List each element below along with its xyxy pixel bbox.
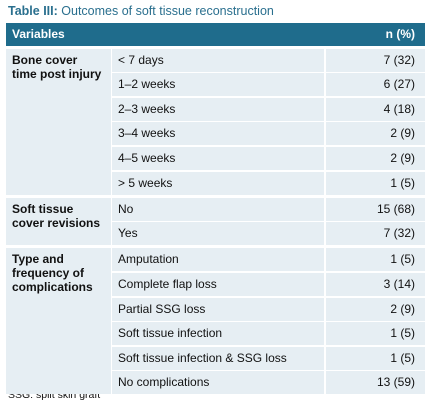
value-cell: 7 (32) [325, 222, 425, 246]
value-cell: 1 (5) [325, 248, 425, 272]
subcategory-cell: Yes [112, 222, 324, 246]
value-cell: 7 (32) [325, 48, 425, 72]
group-label-cell: Soft tissue cover revisions [6, 197, 111, 246]
header-cell: n (%) [316, 23, 425, 46]
value-cell: 13 (59) [325, 371, 425, 395]
subcategory-cell: Amputation [112, 248, 324, 272]
subcategory-cell: > 5 weeks [112, 171, 324, 195]
value-cell: 1 (5) [325, 322, 425, 346]
value-cell: 4 (18) [325, 97, 425, 121]
value-cell: 3 (14) [325, 272, 425, 296]
caption-text: Outcomes of soft tissue reconstruction [61, 4, 274, 18]
subcategory-cell: Soft tissue infection [112, 322, 324, 346]
group-label-cell: Type and frequency of complications [6, 248, 111, 395]
caption: Table III: Outcomes of soft tissue recon… [8, 4, 274, 18]
subcategory-cell: Soft tissue infection & SSG loss [112, 346, 324, 370]
subcategory-cell: Partial SSG loss [112, 297, 324, 321]
header-cell: Variables [6, 23, 316, 46]
subcategory-cell: 2–3 weeks [112, 97, 324, 121]
value-cell: 15 (68) [325, 197, 425, 221]
subcategory-cell: 4–5 weeks [112, 146, 324, 170]
subcategory-cell: 3–4 weeks [112, 122, 324, 146]
subcategory-cell: No [112, 197, 324, 221]
value-cell: 1 (5) [325, 346, 425, 370]
group-label-cell: Bone cover time post injury [6, 48, 111, 195]
subcategory-cell: 1–2 weeks [112, 73, 324, 97]
caption-label: Table III: [8, 4, 58, 18]
value-cell: 2 (9) [325, 122, 425, 146]
value-cell: 1 (5) [325, 171, 425, 195]
value-cell: 2 (9) [325, 297, 425, 321]
value-cell: 2 (9) [325, 146, 425, 170]
value-cell: 6 (27) [325, 73, 425, 97]
subcategory-cell: < 7 days [112, 48, 324, 72]
subcategory-cell: No complications [112, 371, 324, 395]
subcategory-cell: Complete flap loss [112, 272, 324, 296]
